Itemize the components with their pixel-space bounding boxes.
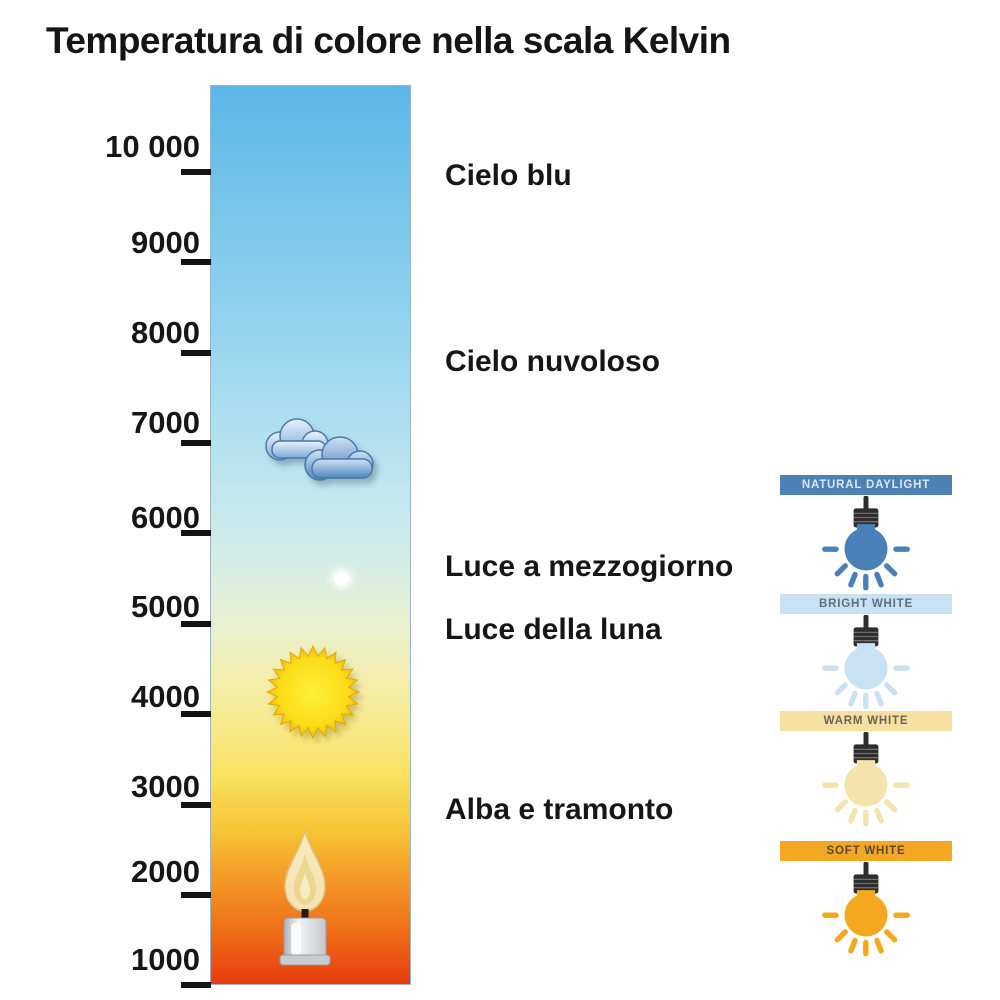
axis-tick-mark bbox=[181, 621, 211, 627]
annotation-luce-della-luna: Luce della luna bbox=[445, 613, 662, 646]
annotation-luce-a-mezzogiorno: Luce a mezzogiorno bbox=[445, 550, 734, 583]
axis-tick-label-1000: 1000 bbox=[131, 942, 200, 977]
bulb-section-soft-white: SOFT WHITE bbox=[780, 841, 952, 861]
axis-tick-mark bbox=[181, 892, 211, 898]
axis-tick-mark bbox=[181, 802, 211, 808]
axis-tick-label-7000: 7000 bbox=[131, 405, 200, 440]
axis-tick-label-10000: 10 000 bbox=[105, 129, 200, 164]
moon-icon bbox=[334, 572, 349, 585]
page-title: Temperatura di colore nella scala Kelvin bbox=[46, 20, 731, 61]
clouds-icon bbox=[265, 418, 374, 481]
bulb-section-natural-daylight: NATURAL DAYLIGHT bbox=[780, 475, 952, 495]
axis-tick-mark bbox=[181, 350, 211, 356]
candle-icon bbox=[279, 828, 331, 966]
bulb-icon-bright-white bbox=[822, 615, 910, 710]
bulb-icon-soft-white bbox=[822, 862, 910, 957]
axis-tick-mark bbox=[181, 711, 211, 717]
bulb-icon-warm-white bbox=[822, 732, 910, 827]
bulb-section-bright-white: BRIGHT WHITE bbox=[780, 594, 952, 614]
kelvin-gradient-bar bbox=[210, 85, 411, 985]
axis-tick-mark bbox=[181, 259, 211, 265]
axis-tick-label-6000: 6000 bbox=[131, 500, 200, 535]
axis-tick-mark bbox=[181, 440, 211, 446]
axis-tick-label-8000: 8000 bbox=[131, 315, 200, 350]
annotation-cielo-nuvoloso: Cielo nuvoloso bbox=[445, 345, 661, 378]
axis-tick-label-2000: 2000 bbox=[131, 854, 200, 889]
sun-icon bbox=[265, 644, 361, 740]
axis-tick-mark bbox=[181, 982, 211, 988]
bulb-header-natural-daylight: NATURAL DAYLIGHT bbox=[780, 475, 952, 495]
bulb-section-warm-white: WARM WHITE bbox=[780, 711, 952, 731]
bulb-icon-natural-daylight bbox=[822, 496, 910, 591]
axis-tick-mark bbox=[181, 169, 211, 175]
axis-tick-label-3000: 3000 bbox=[131, 769, 200, 804]
bulb-header-warm-white: WARM WHITE bbox=[780, 711, 952, 731]
axis-tick-mark bbox=[181, 530, 211, 536]
axis-tick-label-5000: 5000 bbox=[131, 589, 200, 624]
axis-tick-label-9000: 9000 bbox=[131, 225, 200, 260]
bulb-header-soft-white: SOFT WHITE bbox=[780, 841, 952, 861]
annotation-alba-e-tramonto: Alba e tramonto bbox=[445, 793, 674, 826]
annotation-cielo-blu: Cielo blu bbox=[445, 159, 572, 192]
bulb-header-bright-white: BRIGHT WHITE bbox=[780, 594, 952, 614]
axis-tick-label-4000: 4000 bbox=[131, 679, 200, 714]
